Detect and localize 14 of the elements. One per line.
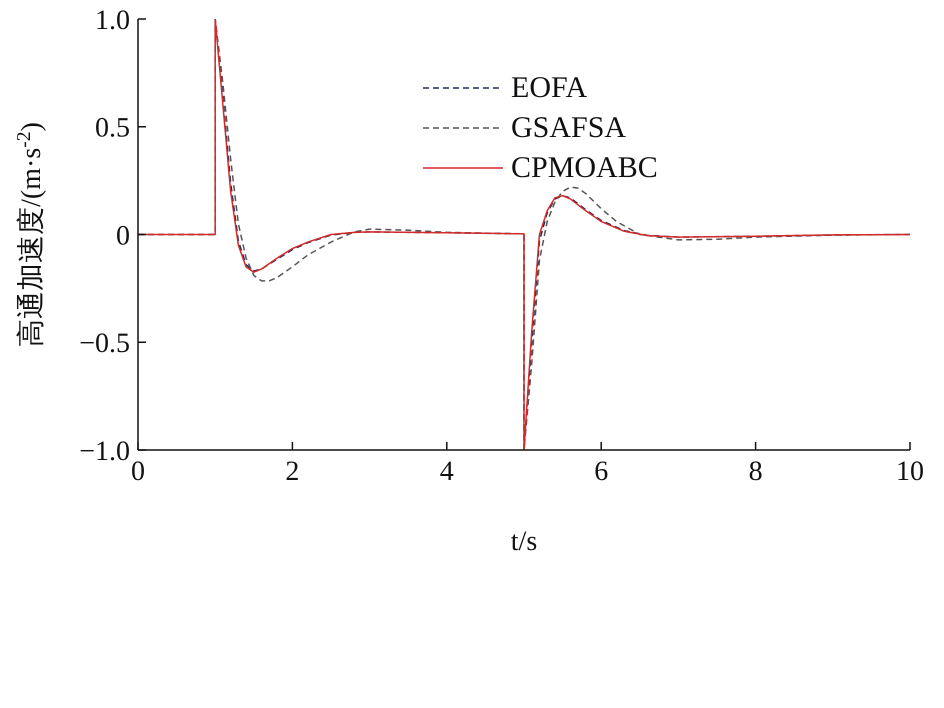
legend-label: EOFA [511,71,588,105]
x-tick-label: 6 [594,456,608,487]
y-tick-label: 0 [116,220,130,252]
y-tick-label: −0.5 [79,328,130,360]
legend-label: CPMOABC [511,151,658,185]
x-tick-label: 2 [285,456,300,487]
x-axis-title: t/s [510,526,538,557]
x-tick-label: 10 [896,456,924,487]
x-tick-label: 4 [440,456,454,487]
y-tick-label: 0.5 [95,112,130,144]
y-tick-label: 1.0 [95,4,130,36]
y-tick-label: −1.0 [79,436,130,467]
x-tick-label: 8 [748,456,763,487]
legend-label: GSAFSA [511,111,626,145]
